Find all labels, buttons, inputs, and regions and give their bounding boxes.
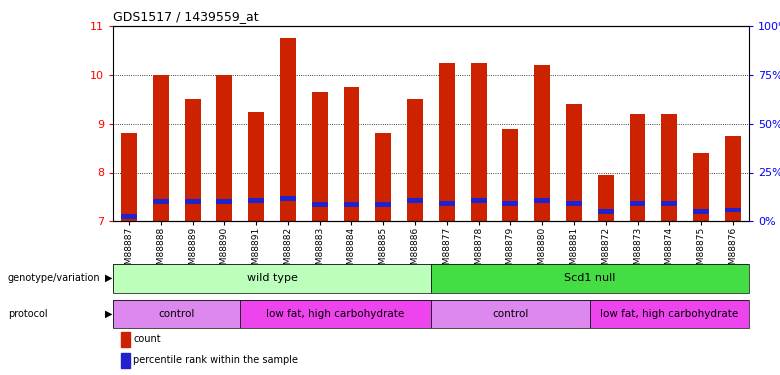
Bar — [566, 104, 582, 221]
Bar — [407, 99, 423, 221]
Bar — [343, 202, 360, 207]
Text: percentile rank within the sample: percentile rank within the sample — [133, 355, 299, 365]
Bar — [375, 134, 392, 221]
Bar — [431, 264, 749, 292]
Bar — [280, 196, 296, 201]
Text: control: control — [158, 309, 195, 319]
Bar — [248, 112, 264, 221]
Bar — [725, 136, 741, 221]
Bar — [502, 201, 519, 206]
Bar — [216, 200, 232, 204]
Bar — [661, 114, 677, 221]
Bar — [185, 200, 200, 204]
Bar — [693, 209, 709, 214]
Bar — [693, 153, 709, 221]
Bar — [534, 65, 550, 221]
Text: protocol: protocol — [8, 309, 48, 319]
Bar — [240, 300, 431, 328]
Bar — [248, 198, 264, 203]
Bar — [153, 75, 168, 221]
Bar — [407, 198, 423, 203]
Bar — [121, 134, 137, 221]
Bar — [113, 264, 431, 292]
Bar — [121, 214, 137, 219]
Bar — [185, 99, 200, 221]
Bar — [597, 209, 614, 214]
Bar — [470, 63, 487, 221]
Bar — [661, 201, 677, 206]
Bar — [312, 92, 328, 221]
Text: control: control — [492, 309, 529, 319]
Text: GDS1517 / 1439559_at: GDS1517 / 1439559_at — [113, 10, 259, 23]
Bar — [502, 129, 519, 221]
Bar — [280, 39, 296, 221]
Text: low fat, high carbohydrate: low fat, high carbohydrate — [601, 309, 739, 319]
Bar — [216, 75, 232, 221]
Bar — [629, 201, 646, 206]
Bar — [431, 300, 590, 328]
Text: low fat, high carbohydrate: low fat, high carbohydrate — [267, 309, 405, 319]
Bar — [725, 208, 741, 213]
Text: ▶: ▶ — [105, 273, 113, 283]
Bar — [343, 87, 360, 221]
Bar — [629, 114, 646, 221]
Bar — [566, 201, 582, 206]
Bar — [597, 175, 614, 221]
Bar — [312, 202, 328, 207]
Bar — [113, 300, 240, 328]
Bar — [534, 198, 550, 203]
Bar — [375, 202, 392, 207]
Text: count: count — [133, 334, 161, 344]
Text: ▶: ▶ — [105, 309, 113, 319]
Text: Scd1 null: Scd1 null — [564, 273, 615, 284]
Bar — [439, 201, 455, 206]
Text: genotype/variation: genotype/variation — [8, 273, 101, 283]
Bar — [439, 63, 455, 221]
Bar — [590, 300, 749, 328]
Bar — [153, 200, 168, 204]
Text: wild type: wild type — [246, 273, 297, 284]
Bar — [470, 198, 487, 203]
